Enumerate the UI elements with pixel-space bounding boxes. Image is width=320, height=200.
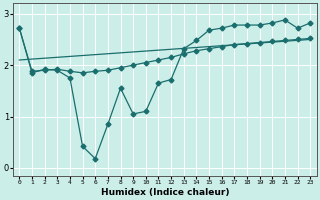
- X-axis label: Humidex (Indice chaleur): Humidex (Indice chaleur): [100, 188, 229, 197]
